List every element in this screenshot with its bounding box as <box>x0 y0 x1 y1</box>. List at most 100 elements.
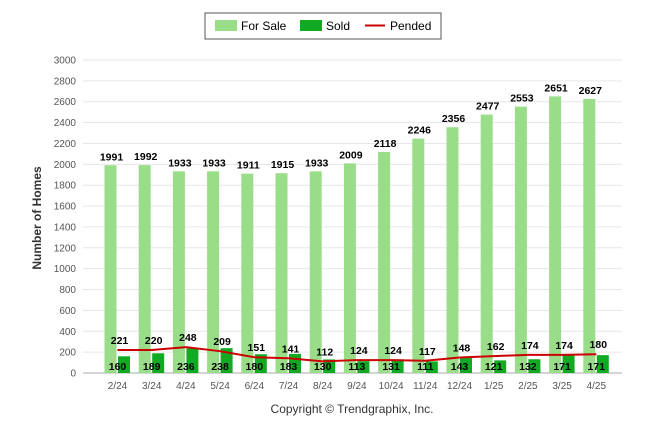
x-tick-label: 5/24 <box>210 381 230 392</box>
x-tick-label: 2/24 <box>108 381 128 392</box>
x-axis-ticks: 2/24 3/24 4/24 5/24 6/24 7/24 8/24 9/24 10/24 11/… <box>108 381 607 392</box>
bar-sold <box>323 359 336 373</box>
data-label-sold: 238 <box>211 361 229 373</box>
data-label-sold: 130 <box>314 361 332 373</box>
data-label-for-sale: 2118 <box>374 138 397 150</box>
bar-for-sale <box>207 171 220 373</box>
x-tick-label: 7/24 <box>279 381 299 392</box>
data-label-for-sale: 1915 <box>271 159 295 171</box>
data-label-pended: 174 <box>555 340 573 352</box>
y-tick-label: 2800 <box>54 76 77 87</box>
x-tick-label: 10/24 <box>379 381 404 392</box>
data-label-sold: 113 <box>348 361 365 373</box>
data-label-for-sale: 1991 <box>100 151 124 163</box>
data-label-sold: 171 <box>588 361 606 373</box>
data-label-pended: 141 <box>282 343 300 355</box>
x-tick-label: 11/24 <box>413 381 438 392</box>
bar-for-sale <box>172 171 185 373</box>
bar-sold <box>425 361 438 373</box>
y-tick-label: 2200 <box>54 139 77 150</box>
data-label-sold: 160 <box>109 361 127 373</box>
x-tick-label: 3/24 <box>142 381 162 392</box>
legend: For Sale Sold Pended <box>204 12 442 40</box>
bar-sold <box>460 358 472 373</box>
bar-sold <box>254 354 267 373</box>
y-tick-label: 400 <box>59 327 76 338</box>
y-tick-label: 2400 <box>54 118 77 129</box>
bar-sold <box>186 348 199 373</box>
bar-for-sale <box>343 163 356 373</box>
data-label-sold: 131 <box>382 361 400 373</box>
data-label-pended: 124 <box>350 345 368 357</box>
pended-line <box>117 346 597 363</box>
legend-label-for-sale: For Sale <box>241 19 287 33</box>
bar-sold <box>596 355 609 373</box>
bar-for-sale <box>549 96 562 374</box>
bar-sold <box>391 359 404 373</box>
y-tick-label: 1000 <box>54 264 77 275</box>
y-tick-label: 1600 <box>54 202 77 213</box>
series-pended <box>117 346 597 363</box>
data-label-for-sale: 2009 <box>339 149 363 161</box>
data-label-pended: 220 <box>145 335 163 347</box>
data-label-sold: 121 <box>485 361 503 373</box>
legend-label-pended: Pended <box>390 19 431 33</box>
x-tick-label: 6/24 <box>245 381 265 392</box>
data-label-pended: 112 <box>316 346 333 358</box>
bar-for-sale <box>446 127 459 373</box>
x-tick-label: 2/25 <box>518 381 538 392</box>
bar-for-sale <box>583 98 596 374</box>
y-tick-label: 3000 <box>54 56 77 67</box>
x-tick-label: 12/24 <box>447 381 472 392</box>
y-tick-label: 1400 <box>54 222 77 233</box>
x-tick-label: 3/25 <box>552 381 572 392</box>
bar-for-sale <box>378 152 391 373</box>
legend-swatch-sold <box>300 20 322 31</box>
x-tick-label: 1/25 <box>484 381 504 392</box>
bar-for-sale <box>480 114 493 373</box>
legend-box <box>204 12 442 40</box>
data-label-pended: 148 <box>453 343 471 355</box>
data-label-for-sale: 2356 <box>442 113 466 125</box>
bar-sold <box>357 361 370 373</box>
y-tick-label: 200 <box>59 348 76 359</box>
data-label-pended: 221 <box>111 335 129 347</box>
bar-sold <box>220 348 233 373</box>
bar-for-sale <box>309 171 322 373</box>
bar-for-sale <box>104 165 117 373</box>
data-label-for-sale: 1933 <box>202 157 226 169</box>
data-label-pended: 174 <box>521 340 539 352</box>
data-label-sold: 111 <box>417 361 434 373</box>
data-label-sold: 236 <box>177 361 195 373</box>
data-label-for-sale: 1933 <box>168 157 192 169</box>
bar-for-sale <box>138 165 151 373</box>
x-tick-label: 4/25 <box>587 381 607 392</box>
bar-sold <box>118 356 130 373</box>
bar-for-sale <box>514 106 527 374</box>
y-tick-label: 0 <box>70 369 76 380</box>
data-label-pended: 180 <box>590 339 608 351</box>
data-label-for-sale: 2246 <box>408 125 432 137</box>
data-label-pended: 151 <box>248 342 266 354</box>
x-tick-label: 8/24 <box>313 381 333 392</box>
data-label-for-sale: 2477 <box>476 101 500 113</box>
data-label-for-sale: 2627 <box>579 85 603 97</box>
data-label-pended: 162 <box>487 341 505 353</box>
data-label-pended: 209 <box>213 336 231 348</box>
data-label-sold: 143 <box>451 361 469 373</box>
y-tick-label: 1800 <box>54 181 77 192</box>
bar-sold <box>562 355 575 373</box>
data-label-for-sale: 1911 <box>237 160 260 172</box>
data-label-sold: 180 <box>246 361 264 373</box>
bar-sold <box>528 359 541 373</box>
data-label-for-sale: 1933 <box>305 157 329 169</box>
y-tick-label: 800 <box>59 285 76 296</box>
data-label-pended: 248 <box>179 332 197 344</box>
bar-sold <box>152 353 165 373</box>
y-axis-ticks: 0 200 400 600 800 1000 1200 1400 1600 1800 2000 220… <box>54 56 77 380</box>
y-tick-label: 2000 <box>54 160 77 171</box>
y-axis-label: Number of Homes <box>30 166 44 270</box>
series-for-sale <box>104 96 596 374</box>
